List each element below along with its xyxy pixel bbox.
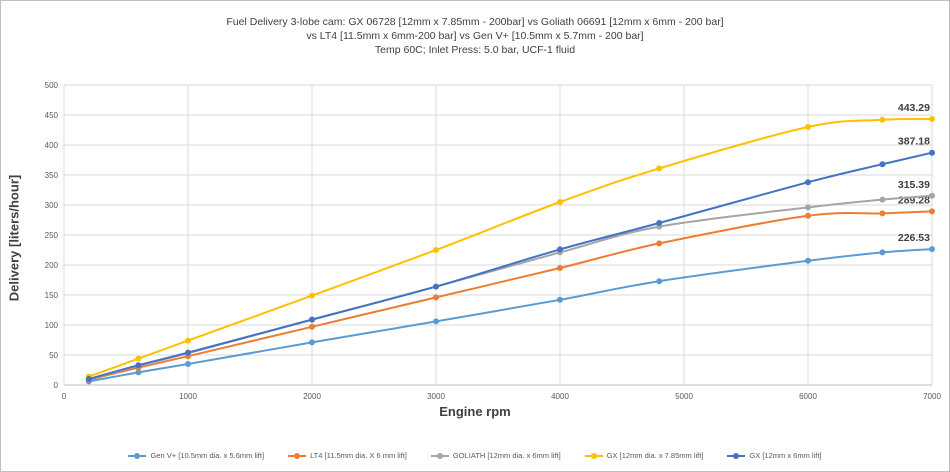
data-point — [185, 349, 191, 356]
x-tick-label: 3000 — [427, 392, 445, 401]
data-point — [929, 192, 935, 199]
data-label: 226.53 — [898, 232, 930, 244]
data-point — [309, 339, 315, 346]
data-point — [656, 165, 663, 172]
x-axis-label: Engine rpm — [439, 404, 511, 419]
data-point — [879, 210, 886, 217]
y-tick-label: 200 — [45, 261, 59, 270]
legend-item: GOLIATH [12mm dia. x 6mm lift] — [430, 451, 561, 460]
data-point — [879, 116, 886, 123]
data-point — [557, 296, 563, 303]
y-tick-label: 100 — [45, 321, 59, 330]
data-point — [805, 212, 811, 219]
data-point — [433, 294, 439, 301]
legend-item: Gen V+ [10.5mm dia. x 5.6mm lift] — [128, 451, 264, 460]
data-point — [557, 246, 563, 253]
series-line-3 — [88, 117, 933, 378]
legend-label: GOLIATH [12mm dia. x 6mm lift] — [452, 451, 561, 460]
data-point — [85, 376, 92, 382]
data-point — [929, 208, 935, 215]
data-point — [557, 265, 563, 271]
legend-swatch — [430, 452, 449, 459]
data-point — [805, 257, 811, 264]
x-tick-label: 5000 — [675, 392, 693, 401]
y-tick-label: 500 — [45, 81, 59, 90]
legend-label: GX [12mm dia. x 7.85mm lift] — [606, 451, 704, 460]
y-tick-label: 450 — [45, 111, 59, 120]
y-tick-label: 150 — [45, 291, 59, 300]
data-point — [929, 116, 935, 123]
data-point — [656, 240, 663, 247]
data-point — [185, 337, 191, 344]
data-point — [433, 247, 439, 253]
x-tick-label: 1000 — [179, 392, 197, 401]
series-line-2 — [88, 194, 933, 380]
series-line-1 — [88, 210, 933, 381]
legend-swatch — [727, 452, 746, 459]
chart-title-line-2: vs LT4 [11.5mm x 6mm-200 bar] vs Gen V+ … — [306, 30, 644, 42]
y-tick-label: 300 — [45, 201, 59, 210]
data-point — [135, 369, 142, 376]
legend-swatch — [584, 452, 603, 459]
y-axis-label: Delivery [liters/hour] — [6, 174, 22, 302]
data-point — [135, 362, 142, 369]
data-point — [185, 361, 191, 367]
y-tick-label: 350 — [45, 171, 59, 180]
data-point — [309, 323, 315, 330]
y-tick-label: 0 — [54, 381, 59, 390]
legend-item: GX [12mm x 6mm lift] — [727, 451, 822, 460]
legend-label: LT4 [11.5mm dia. X 6 mm lift] — [310, 451, 407, 460]
legend-swatch — [288, 452, 307, 459]
x-tick-label: 2000 — [303, 392, 321, 401]
data-point — [879, 161, 886, 168]
x-tick-label: 4000 — [551, 392, 569, 401]
data-point — [879, 249, 886, 256]
x-tick-label: 0 — [62, 392, 67, 401]
series-line-0 — [88, 248, 933, 383]
data-point — [135, 355, 142, 362]
series-line-4 — [88, 151, 933, 380]
data-point — [656, 220, 663, 226]
data-point — [309, 316, 315, 323]
legend-item: GX [12mm dia. x 7.85mm lift] — [584, 451, 704, 460]
y-tick-label: 50 — [49, 351, 58, 360]
x-tick-label: 6000 — [799, 392, 817, 401]
data-point — [929, 149, 935, 156]
chart-legend: Gen V+ [10.5mm dia. x 5.6mm lift] LT4 [11… — [0, 451, 950, 460]
data-point — [929, 246, 935, 253]
y-tick-label: 400 — [45, 141, 59, 150]
y-tick-label: 250 — [45, 231, 59, 240]
data-point — [805, 124, 811, 130]
chart-title-line-3: Temp 60C; Inlet Press: 5.0 bar, UCF-1 fl… — [374, 44, 576, 56]
chart-title-line-1: Fuel Delivery 3-lobe cam: GX 06728 [12mm… — [226, 16, 724, 28]
data-label: 315.39 — [898, 179, 930, 191]
data-point — [805, 179, 811, 186]
legend-label: Gen V+ [10.5mm dia. x 5.6mm lift] — [150, 451, 265, 460]
legend-item: LT4 [11.5mm dia. X 6 mm lift] — [288, 451, 407, 460]
data-point — [309, 292, 315, 299]
data-label: 443.29 — [898, 102, 930, 114]
legend-label: GX [12mm x 6mm lift] — [749, 451, 822, 460]
data-point — [656, 278, 663, 285]
legend-swatch — [128, 452, 147, 459]
data-point — [557, 199, 563, 205]
data-point — [433, 318, 439, 325]
x-tick-label: 7000 — [923, 392, 941, 401]
data-point — [879, 196, 886, 203]
data-point — [805, 204, 811, 211]
data-label: 387.18 — [898, 136, 930, 148]
data-point — [433, 283, 439, 290]
